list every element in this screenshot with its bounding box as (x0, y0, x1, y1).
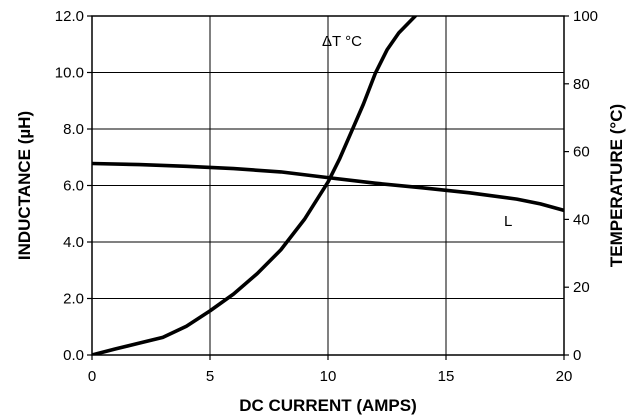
series-label-l: L (504, 213, 512, 230)
y-tick-label: 10.0 (55, 65, 84, 82)
y-right-tick-label: 0 (573, 347, 581, 364)
series-lines (92, 16, 564, 355)
x-tick-label: 0 (88, 368, 96, 385)
series-label-delta-t: ΔT °C (322, 33, 362, 50)
x-tick-label: 15 (438, 368, 455, 385)
y-right-tick-label: 20 (573, 279, 590, 296)
y-tick-label: 8.0 (63, 121, 84, 138)
y-right-tick-label: 80 (573, 76, 590, 93)
grid (92, 16, 564, 355)
y-tick-label: 6.0 (63, 178, 84, 195)
x-tick-label: 10 (320, 368, 337, 385)
y-right-tick-label: 100 (573, 8, 598, 25)
series-line-inductance (92, 161, 564, 213)
y-right-tick-label: 60 (573, 144, 590, 161)
x-axis-title: DC CURRENT (AMPS) (239, 396, 417, 415)
ticks: 0 5 10 15 200.02.04.06.08.010.012.0020406080… (55, 8, 598, 385)
x-tick-label: 5 (206, 368, 214, 385)
left-axis-title: INDUCTANCE (µH) (15, 111, 34, 260)
series-line-temperature (92, 16, 418, 355)
y-tick-label: 12.0 (55, 8, 84, 25)
y-tick-label: 2.0 (63, 291, 84, 308)
y-tick-label: 4.0 (63, 234, 84, 251)
right-axis-title: TEMPERATURE (°C) (607, 104, 626, 267)
x-tick-label: 20 (556, 368, 573, 385)
y-right-tick-label: 40 (573, 211, 590, 228)
y-tick-label: 0.0 (63, 347, 84, 364)
